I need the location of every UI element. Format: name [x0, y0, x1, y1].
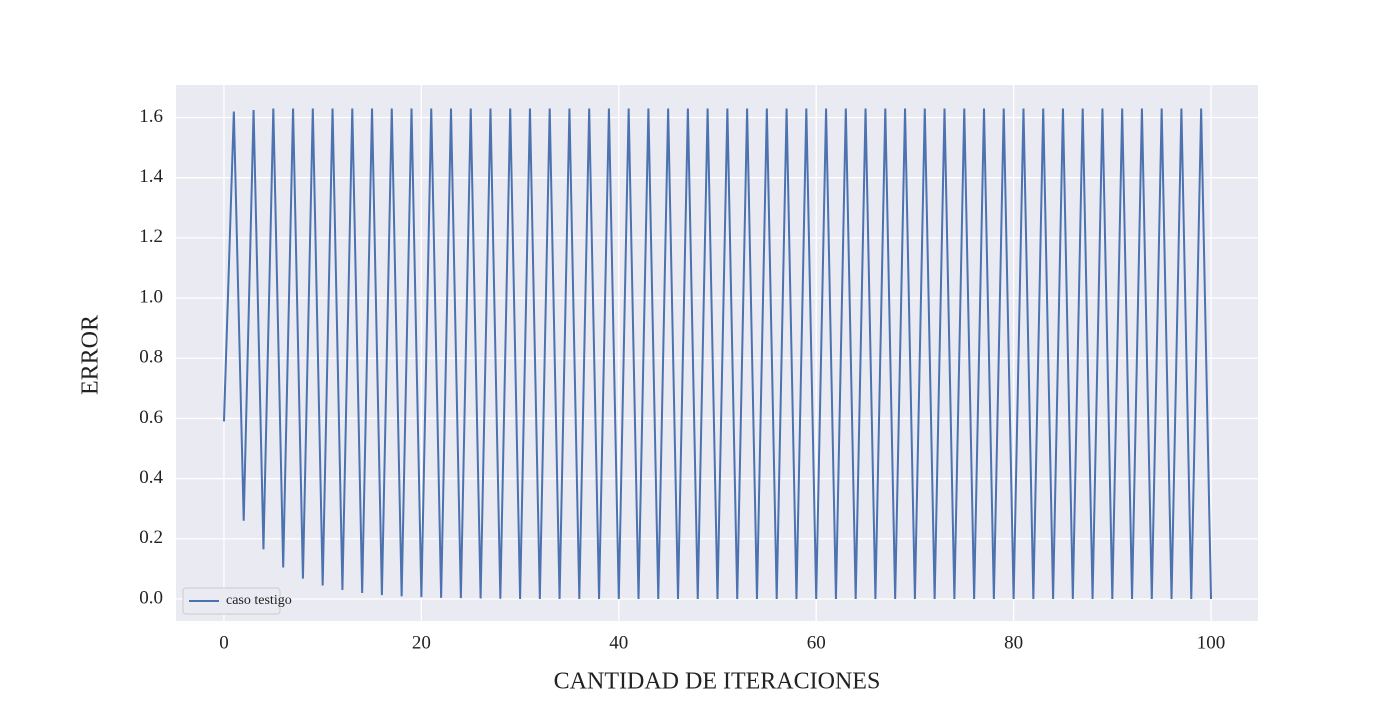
y-axis-label: ERROR	[78, 315, 104, 395]
y-tick-label: 1.2	[139, 226, 163, 247]
x-axis-label: CANTIDAD DE ITERACIONES	[554, 669, 881, 695]
y-tick-label: 1.4	[139, 166, 163, 187]
data-line	[222, 108, 1213, 600]
x-tick-label: 0	[219, 632, 229, 653]
x-tick-label: 80	[1004, 632, 1023, 653]
legend-box	[182, 587, 281, 615]
y-tick-label: 0.2	[139, 527, 163, 548]
y-tick-label: 0.4	[139, 467, 163, 488]
y-tick-label: 1.0	[139, 286, 163, 307]
x-tick-label: 60	[807, 632, 826, 653]
y-tick-label: 0.6	[139, 407, 163, 428]
y-tick-label: 0.0	[139, 587, 163, 608]
legend: caso testigo	[182, 587, 292, 615]
x-tick-label: 100	[1197, 632, 1226, 653]
x-tick-label: 40	[609, 632, 628, 653]
x-tick-label: 20	[412, 632, 431, 653]
legend-label: caso testigo	[226, 593, 292, 608]
y-tick-label: 0.8	[139, 347, 163, 368]
y-tick-label: 1.6	[139, 106, 163, 127]
